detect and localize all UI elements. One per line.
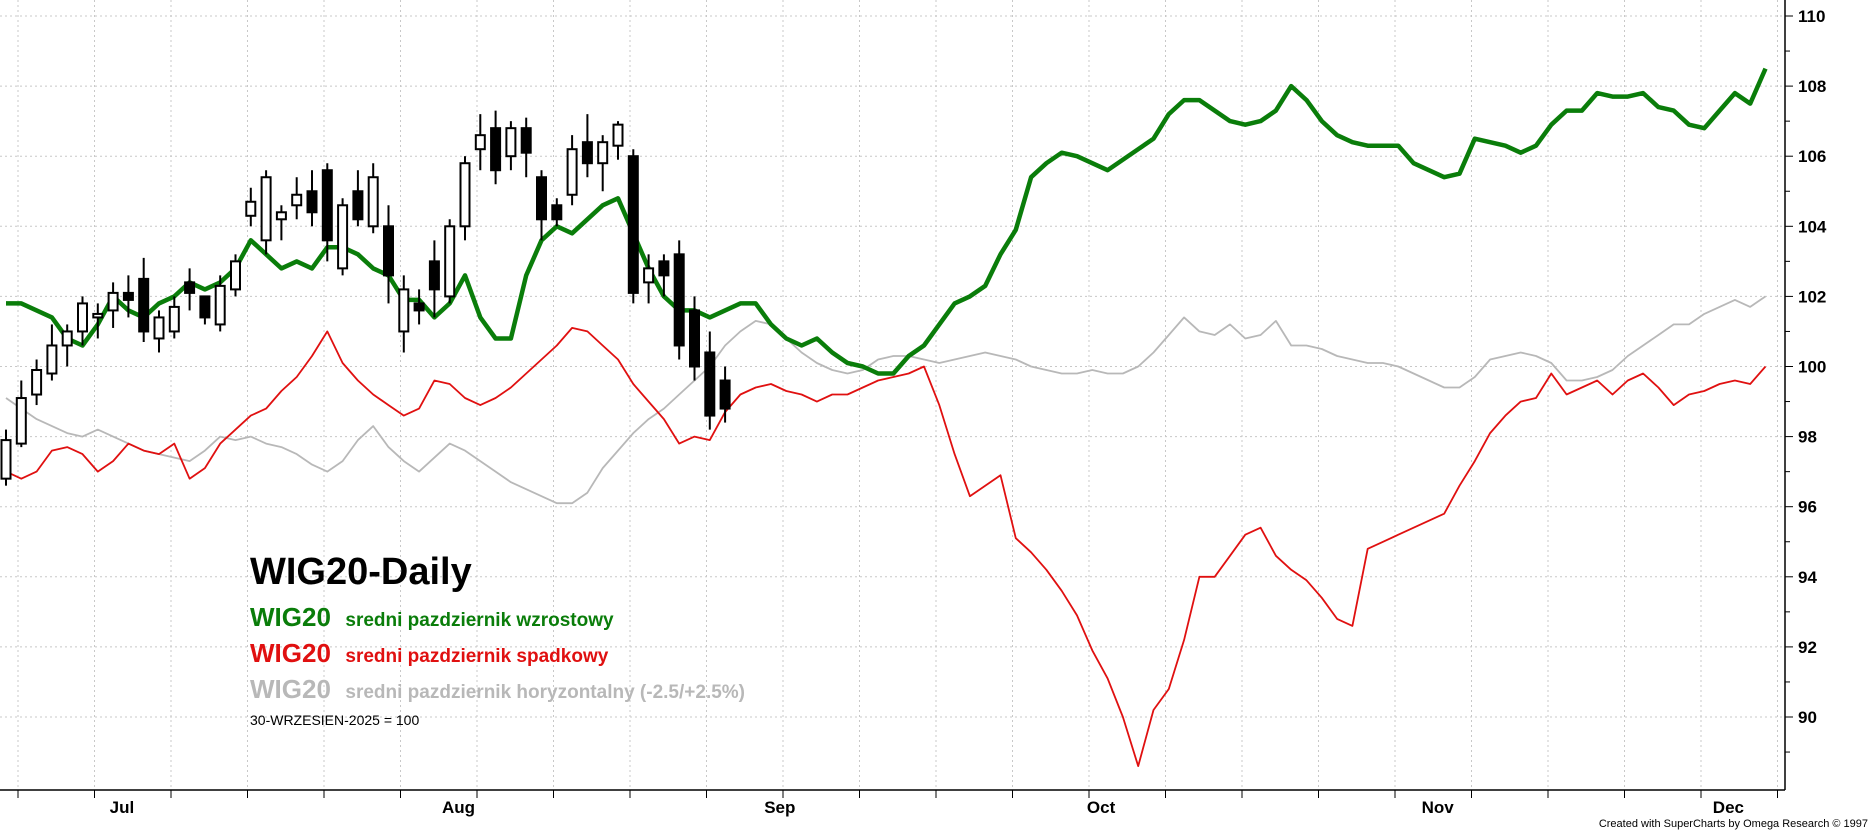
x-tick-label: Dec [1713, 798, 1744, 817]
legend-entry-uptrend-key: WIG20 [250, 602, 331, 632]
y-tick-label: 96 [1798, 498, 1817, 517]
series-lines [5, 67, 1768, 767]
legend-entry-uptrend: WIG20 sredni pazdziernik wzrostowy [250, 602, 614, 632]
candle-body-down [428, 260, 440, 291]
candle-body-up [597, 141, 609, 165]
candle-body-down [551, 204, 563, 221]
candle-body-up [566, 148, 578, 196]
y-tick-label: 94 [1798, 568, 1817, 587]
legend-entry-horizontal-key: WIG20 [250, 674, 331, 704]
legend-title: WIG20-Daily [250, 551, 472, 593]
y-tick-label: 106 [1798, 147, 1826, 166]
x-tick-label: Aug [442, 798, 475, 817]
candle-body-up [337, 204, 349, 270]
candle-body-up [15, 397, 27, 445]
candle-body-up [77, 302, 88, 333]
candle-body-down [581, 141, 593, 165]
candle-body-up [92, 312, 104, 319]
candle-body-up [245, 200, 257, 217]
candle-body-up [61, 330, 73, 347]
candle-body-down [520, 127, 532, 154]
legend-entry-horizontal: WIG20 sredni pazdziernik horyzontalny (-… [250, 674, 745, 704]
x-tick-label: Oct [1087, 798, 1116, 817]
candle-body-down [719, 379, 731, 410]
y-tick-label: 110 [1798, 7, 1825, 26]
candle-body-down [673, 253, 685, 347]
y-tick-label: 102 [1798, 287, 1826, 306]
legend-entry-downtrend: WIG20 sredni pazdziernik spadkowy [250, 638, 609, 668]
candle-body-up [31, 369, 43, 396]
candle-body-down [658, 260, 670, 277]
legend-entry-horizontal-desc: sredni pazdziernik horyzontalny (-2.5/+2… [345, 682, 745, 703]
candle-body-down [413, 302, 425, 312]
y-tick-label: 100 [1798, 358, 1826, 377]
candle-body-up [398, 288, 410, 333]
candlesticks [0, 110, 731, 486]
x-tick-label: Nov [1422, 798, 1455, 817]
candle-body-up [168, 305, 180, 333]
candle-body-up [153, 316, 165, 340]
series-line-uptrend [6, 67, 1768, 376]
candle-body-up [230, 260, 241, 291]
candle-body-down [536, 176, 547, 221]
y-tick-label: 90 [1798, 708, 1817, 727]
candle-body-down [627, 155, 639, 294]
legend-entry-uptrend-desc: sredni pazdziernik wzrostowy [345, 610, 614, 631]
axes: 110 108 106 104 102 100 98 96 94 92 90 Jul Aug Sep Oct… [0, 0, 1827, 817]
legend-entry-downtrend-desc: sredni pazdziernik spadkowy [345, 646, 608, 667]
candle-body-down [704, 351, 716, 417]
candle-body-down [306, 190, 318, 214]
y-tick-label: 98 [1798, 428, 1817, 447]
candle-body-up [612, 123, 624, 147]
y-tick-label: 108 [1798, 77, 1826, 96]
candle-body-down [199, 295, 211, 319]
candle-body-up [0, 439, 12, 480]
candle-body-down [122, 291, 134, 301]
candle-body-up [260, 176, 272, 242]
y-tick-label: 104 [1798, 217, 1827, 236]
candle-body-up [46, 344, 58, 375]
candle-body-down [184, 281, 196, 294]
candle-body-down [383, 225, 394, 277]
candle-body-up [275, 211, 287, 221]
x-tick-label: Sep [764, 798, 795, 817]
x-tick-label: Jul [110, 798, 135, 817]
candle-body-down [321, 169, 333, 242]
legend-entry-downtrend-key: WIG20 [250, 638, 331, 668]
candle-body-down [138, 277, 150, 333]
y-tick-label: 92 [1798, 638, 1817, 657]
candle-body-up [444, 225, 456, 298]
candle-body-down [689, 309, 700, 368]
candle-body-up [505, 127, 517, 158]
candle-body-down [490, 127, 502, 172]
series-line-downtrend [5, 327, 1767, 767]
candle-body-up [643, 267, 655, 284]
candle-body-up [474, 134, 486, 151]
series-line-horizontal [5, 295, 1767, 505]
credit-text: Created with SuperCharts by Omega Resear… [1599, 818, 1868, 830]
legend-baseline-note: 30-WRZESIEN-2025 = 100 [250, 712, 419, 728]
legend: WIG20-Daily WIG20 sredni pazdziernik wzr… [250, 551, 745, 728]
candle-body-up [291, 193, 303, 207]
candle-body-up [459, 162, 471, 228]
candle-body-down [352, 190, 364, 221]
candle-body-up [367, 176, 379, 228]
candle-body-up [214, 284, 226, 326]
candle-body-up [107, 291, 119, 312]
